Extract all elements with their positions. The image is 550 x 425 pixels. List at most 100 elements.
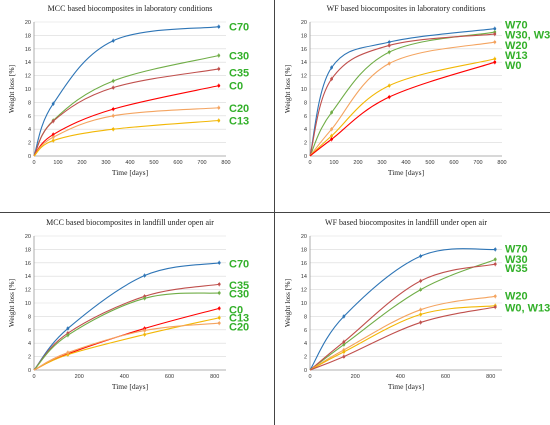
data-point bbox=[66, 327, 70, 330]
y-tick-label: 12 bbox=[301, 74, 307, 80]
y-tick-label: 0 bbox=[304, 368, 307, 374]
chart-panel-mcc-landfill: MCC based biocomposites in landfill unde… bbox=[0, 214, 272, 424]
y-tick-label: 12 bbox=[301, 288, 307, 294]
x-tick-label: 500 bbox=[425, 160, 434, 166]
data-point bbox=[217, 106, 221, 110]
data-point bbox=[387, 95, 391, 99]
series-w13 bbox=[309, 56, 497, 157]
data-point bbox=[66, 351, 70, 354]
x-tick-label: 0 bbox=[308, 160, 311, 166]
series-end-label: C70 bbox=[229, 258, 249, 270]
series-end-label: W70 bbox=[505, 20, 528, 32]
data-point bbox=[111, 107, 115, 111]
series-line bbox=[33, 317, 220, 371]
y-tick-label: 10 bbox=[301, 301, 307, 307]
data-point bbox=[111, 86, 115, 90]
data-point bbox=[330, 127, 333, 131]
horizontal-divider bbox=[0, 212, 550, 213]
series-line bbox=[33, 283, 220, 371]
series-end-label: C0 bbox=[229, 305, 243, 317]
x-tick-label: 800 bbox=[210, 374, 219, 380]
series-line bbox=[309, 61, 495, 157]
series-line bbox=[33, 262, 220, 371]
series-line bbox=[309, 58, 495, 157]
x-tick-label: 200 bbox=[77, 160, 86, 166]
data-point bbox=[330, 111, 333, 114]
series-c30 bbox=[33, 53, 221, 157]
series-end-label: W30, W35 bbox=[505, 30, 550, 42]
series-end-label: C20 bbox=[229, 103, 249, 115]
series-c70 bbox=[33, 260, 221, 371]
series-w13 bbox=[309, 303, 497, 371]
series-c20 bbox=[33, 320, 221, 371]
series-w20 bbox=[309, 39, 497, 157]
chart-panel-wf-landfill: WF based biocomposites in landfill under… bbox=[276, 214, 550, 424]
x-tick-label: 800 bbox=[221, 160, 230, 166]
chart-title: WF based biocomposites in laboratory con… bbox=[327, 4, 486, 13]
series-c30 bbox=[33, 290, 221, 371]
x-tick-label: 500 bbox=[149, 160, 158, 166]
data-point bbox=[51, 102, 55, 106]
chart-panel-wf-laboratory: WF based biocomposites in laboratory con… bbox=[276, 0, 550, 210]
x-tick-label: 600 bbox=[173, 160, 182, 166]
y-tick-label: 4 bbox=[304, 127, 307, 133]
series-end-label: W20 bbox=[505, 291, 528, 303]
series-end-label: W20 bbox=[505, 40, 528, 52]
y-axis-label: Weight loss [%] bbox=[283, 65, 292, 113]
data-point bbox=[387, 84, 391, 88]
y-tick-label: 6 bbox=[28, 114, 31, 120]
series-line bbox=[33, 107, 219, 157]
x-tick-label: 400 bbox=[396, 374, 405, 380]
series-w35 bbox=[309, 261, 497, 371]
chart-title: MCC based biocomposites in landfill unde… bbox=[46, 218, 214, 227]
x-axis-label: Time [days] bbox=[112, 382, 148, 391]
series-line bbox=[309, 41, 495, 157]
data-point bbox=[111, 79, 115, 83]
data-point bbox=[493, 305, 497, 309]
series-end-label: W30 bbox=[505, 254, 528, 266]
chart-title: MCC based biocomposites in laboratory co… bbox=[48, 4, 213, 13]
y-tick-label: 0 bbox=[304, 154, 307, 160]
y-tick-label: 18 bbox=[25, 247, 31, 253]
data-point bbox=[419, 279, 423, 283]
data-point bbox=[111, 127, 115, 131]
data-point bbox=[217, 316, 221, 320]
data-point bbox=[493, 248, 497, 251]
data-point bbox=[111, 39, 115, 43]
series-c20 bbox=[33, 105, 221, 157]
data-point bbox=[51, 139, 55, 142]
y-tick-label: 4 bbox=[28, 341, 31, 347]
x-tick-label: 200 bbox=[353, 160, 362, 166]
data-point bbox=[419, 312, 423, 316]
data-point bbox=[217, 119, 221, 122]
data-point bbox=[342, 340, 346, 344]
data-point bbox=[493, 40, 497, 44]
y-tick-label: 10 bbox=[25, 301, 31, 307]
y-tick-label: 16 bbox=[301, 47, 307, 53]
data-point bbox=[111, 114, 115, 118]
series-line bbox=[33, 322, 220, 371]
y-tick-label: 14 bbox=[25, 60, 31, 66]
x-tick-label: 700 bbox=[473, 160, 482, 166]
series-line bbox=[309, 305, 496, 371]
series-line bbox=[309, 258, 496, 371]
y-axis-label: Weight loss [%] bbox=[283, 279, 292, 327]
y-tick-label: 6 bbox=[28, 328, 31, 334]
y-tick-label: 20 bbox=[25, 20, 31, 26]
data-point bbox=[387, 40, 391, 44]
y-tick-label: 18 bbox=[25, 33, 31, 39]
y-tick-label: 14 bbox=[25, 274, 31, 280]
series-end-label: C35 bbox=[229, 280, 249, 292]
x-tick-label: 0 bbox=[308, 374, 311, 380]
y-tick-label: 16 bbox=[25, 261, 31, 267]
data-point bbox=[217, 84, 221, 88]
series-line bbox=[33, 292, 220, 371]
series-c35 bbox=[33, 66, 221, 157]
series-w35 bbox=[309, 31, 497, 157]
data-point bbox=[493, 262, 497, 266]
series-end-label: W35 bbox=[505, 263, 528, 275]
data-point bbox=[143, 329, 147, 332]
data-point bbox=[51, 119, 55, 123]
x-tick-label: 600 bbox=[449, 160, 458, 166]
data-point bbox=[330, 137, 333, 141]
